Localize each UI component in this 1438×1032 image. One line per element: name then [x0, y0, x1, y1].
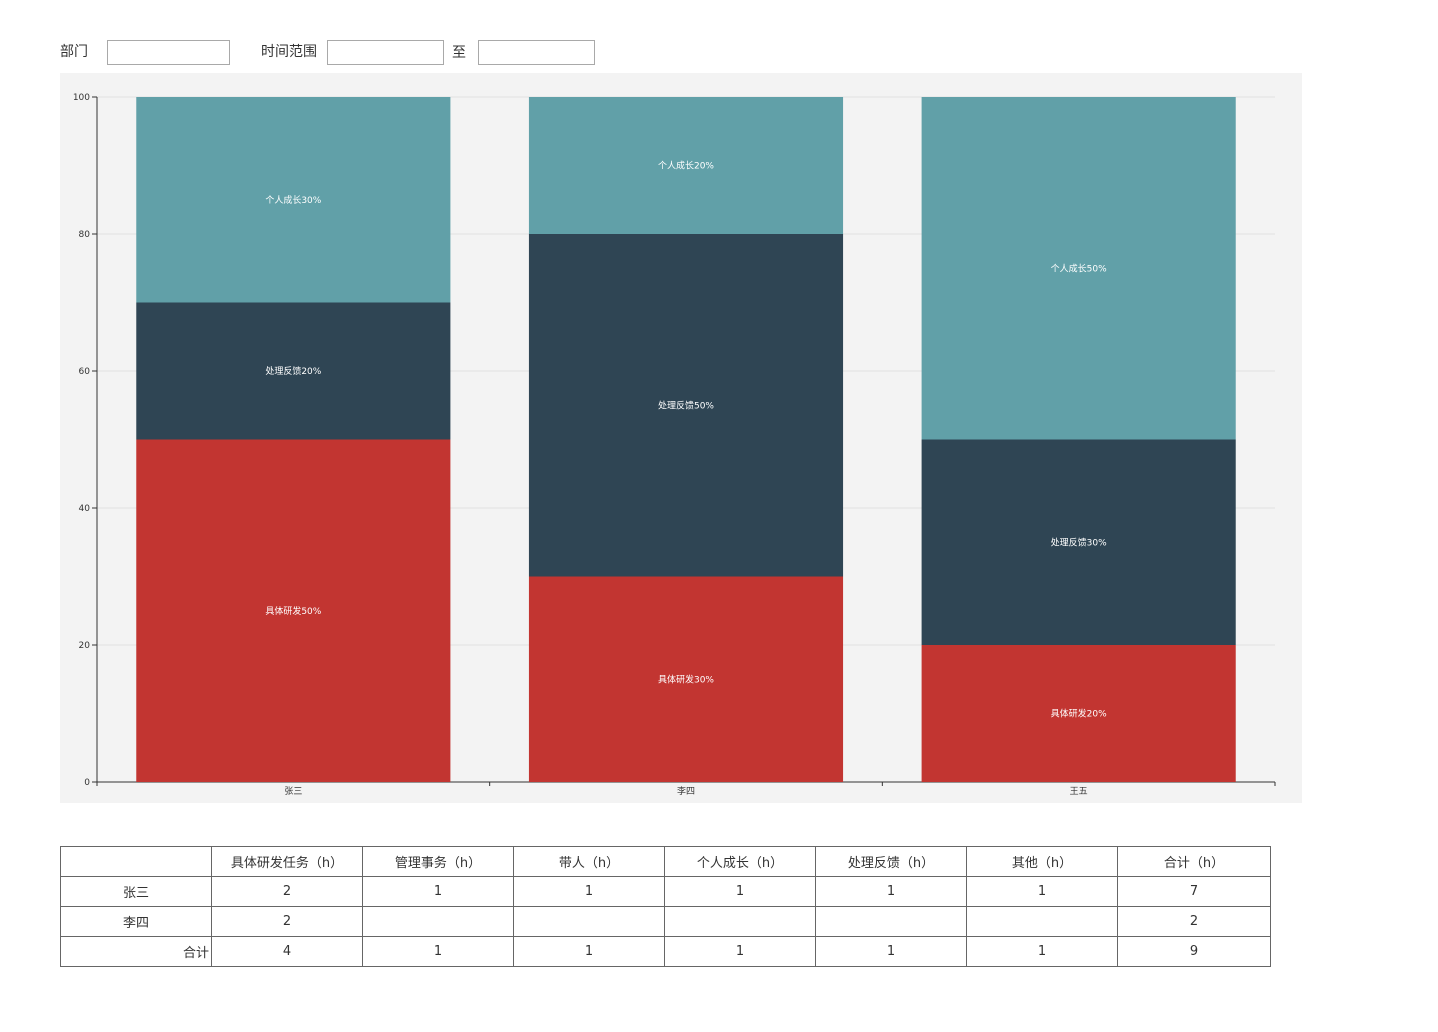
- x-tick-label: 王五: [1070, 786, 1088, 797]
- table-cell: 1: [664, 876, 816, 907]
- stacked-bar-chart: 0 20 40 60 80 100 具体研发50% 处理反馈20% 个人成长30% 张三 具体研发3…: [60, 73, 1302, 803]
- y-tick-label: 60: [79, 367, 91, 377]
- table-cell: [664, 906, 816, 937]
- table-header-cell: 个人成长（h）: [664, 846, 816, 877]
- table-cell: 4: [211, 936, 363, 967]
- table-row: 张三 2 1 1 1 1 1 7: [60, 876, 1271, 907]
- table-cell: 1: [513, 876, 665, 907]
- table-cell: 1: [362, 936, 514, 967]
- y-tick-label: 80: [79, 230, 91, 240]
- bar-segment: [136, 97, 451, 303]
- bar-segment: [921, 645, 1236, 782]
- end-date-input[interactable]: [478, 40, 595, 65]
- table-cell: 2: [211, 876, 363, 907]
- table-cell: 1: [513, 936, 665, 967]
- table-cell: 7: [1117, 876, 1271, 907]
- table-cell: 1: [362, 876, 514, 907]
- bar-segment: [528, 576, 844, 782]
- table-cell: 9: [1117, 936, 1271, 967]
- y-tick-label: 100: [73, 93, 90, 103]
- bar-data-label: 处理反馈30%: [1051, 536, 1107, 548]
- y-tick-label: 0: [84, 778, 90, 788]
- bar-segment: [528, 234, 844, 577]
- bar-data-label: 具体研发50%: [265, 605, 321, 617]
- bar-segment: [921, 97, 1236, 440]
- department-input[interactable]: [107, 40, 230, 65]
- total-name-cell: 合计: [60, 936, 212, 967]
- table-total-row: 合计 4 1 1 1 1 1 9: [60, 936, 1271, 967]
- bar-data-label: 个人成长20%: [658, 160, 714, 172]
- bar-segment: [528, 97, 844, 234]
- table-header-cell: 管理事务（h）: [362, 846, 514, 877]
- table-header-row: 具体研发任务（h） 管理事务（h） 带人（h） 个人成长（h） 处理反馈（h） …: [60, 846, 1271, 877]
- row-name-cell: 张三: [60, 876, 212, 907]
- row-name-cell: 李四: [60, 906, 212, 937]
- table-cell: [966, 906, 1118, 937]
- table-header-cell: 具体研发任务（h）: [211, 846, 363, 877]
- bar-data-label: 具体研发20%: [1051, 708, 1107, 720]
- table-header-cell: [60, 846, 212, 877]
- chart-svg: 0 20 40 60 80 100 具体研发50% 处理反馈20% 个人成长30% 张三 具体研发3…: [73, 93, 1276, 797]
- table-header-cell: 处理反馈（h）: [815, 846, 967, 877]
- table-cell: 1: [815, 936, 967, 967]
- to-label: 至: [452, 45, 466, 61]
- bar-data-label: 个人成长50%: [1051, 262, 1107, 274]
- time-range-label: 时间范围: [261, 44, 317, 60]
- table-header-cell: 带人（h）: [513, 846, 665, 877]
- department-label: 部门: [60, 44, 88, 60]
- table-cell: 2: [211, 906, 363, 937]
- table-cell: [815, 906, 967, 937]
- bar-segment: [136, 302, 451, 440]
- bar-data-label: 个人成长30%: [265, 194, 321, 206]
- bar-segment: [136, 439, 451, 782]
- table-cell: 2: [1117, 906, 1271, 937]
- bar-data-label: 处理反馈50%: [658, 399, 714, 411]
- table-cell: [513, 906, 665, 937]
- bar-segment: [921, 439, 1236, 645]
- table-cell: 1: [966, 876, 1118, 907]
- bar-data-label: 处理反馈20%: [265, 365, 321, 377]
- table-cell: 1: [664, 936, 816, 967]
- table-header-cell: 合计（h）: [1117, 846, 1271, 877]
- x-tick-label: 张三: [284, 786, 302, 797]
- summary-table: 具体研发任务（h） 管理事务（h） 带人（h） 个人成长（h） 处理反馈（h） …: [60, 846, 1271, 967]
- table-cell: 1: [966, 936, 1118, 967]
- start-date-input[interactable]: [327, 40, 444, 65]
- table-cell: 1: [815, 876, 967, 907]
- table-header-cell: 其他（h）: [966, 846, 1118, 877]
- table-row: 李四 2 2: [60, 906, 1271, 937]
- y-tick-label: 40: [79, 504, 91, 514]
- y-tick-label: 20: [79, 641, 91, 651]
- x-tick-label: 李四: [677, 785, 695, 797]
- table-cell: [362, 906, 514, 937]
- bar-data-label: 具体研发30%: [658, 673, 714, 685]
